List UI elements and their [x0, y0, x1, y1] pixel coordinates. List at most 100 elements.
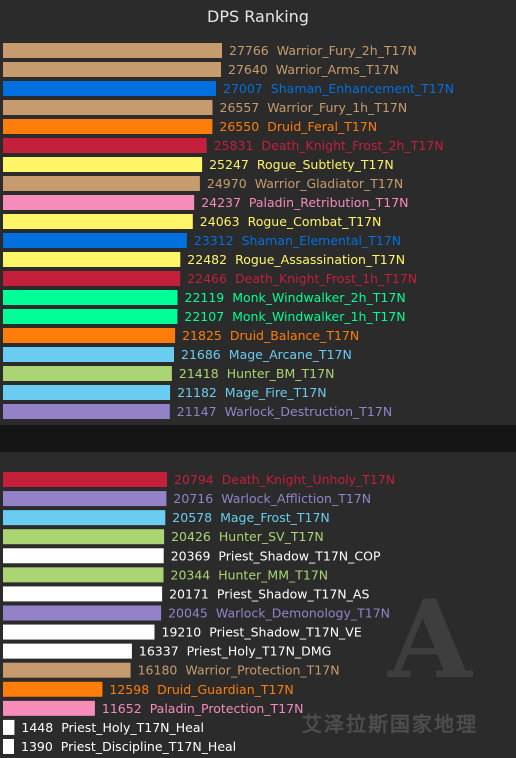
- bar-1-14: [3, 738, 14, 754]
- bar-0-1: [3, 62, 221, 77]
- bar-1-1: [3, 491, 167, 507]
- bar-value-label-1-4: 20369: [171, 548, 211, 563]
- bar-1-13: [3, 719, 15, 735]
- bar-0-8: [3, 195, 195, 210]
- bar-value-label-1-12: 11652: [102, 701, 142, 716]
- bar-0-6: [3, 157, 203, 172]
- bar-1-6: [3, 586, 163, 602]
- bar-category-label-0-19: Warlock_Destruction_T17N: [225, 404, 393, 419]
- bar-category-label-1-8: Priest_Shadow_T17N_VE: [209, 625, 362, 640]
- bar-category-label-0-0: Warrior_Fury_2h_T17N: [277, 43, 417, 58]
- chart-title: DPS Ranking: [207, 7, 309, 26]
- bar-0-2: [3, 81, 216, 96]
- bar-value-label-0-4: 26550: [219, 119, 259, 134]
- bar-0-12: [3, 271, 181, 286]
- bar-category-label-0-7: Warrior_Gladiator_T17N: [255, 176, 404, 191]
- bar-value-label-1-2: 20578: [172, 510, 212, 525]
- bar-1-3: [3, 529, 165, 545]
- bar-0-3: [3, 100, 213, 115]
- bar-1-0: [3, 472, 167, 487]
- bar-category-label-0-14: Monk_Windwalker_1h_T17N: [232, 309, 406, 324]
- bar-value-label-0-15: 21825: [182, 328, 222, 343]
- bar-category-label-0-11: Rogue_Assassination_T17N: [235, 252, 405, 267]
- bar-category-label-0-6: Rogue_Subtlety_T17N: [257, 157, 394, 172]
- bar-category-label-0-3: Warrior_Fury_1h_T17N: [267, 100, 407, 115]
- bar-1-5: [3, 567, 164, 583]
- bar-0-18: [3, 385, 171, 400]
- bar-value-label-1-3: 20426: [171, 529, 211, 544]
- bar-0-16: [3, 347, 174, 362]
- bar-category-label-0-13: Monk_Windwalker_2h_T17N: [232, 290, 406, 305]
- bar-category-label-1-6: Priest_Shadow_T17N_AS: [217, 586, 370, 601]
- bar-value-label-0-7: 24970: [207, 176, 247, 191]
- bar-0-7: [3, 176, 200, 191]
- bar-category-label-1-12: Paladin_Protection_T17N: [150, 701, 304, 716]
- bar-category-label-1-9: Priest_Holy_T17N_DMG: [187, 644, 332, 659]
- bar-value-label-0-6: 25247: [209, 157, 249, 172]
- bar-category-label-0-12: Death_Knight_Frost_1h_T17N: [235, 271, 417, 286]
- bar-category-label-1-7: Warlock_Demonology_T17N: [216, 606, 390, 621]
- bar-1-9: [3, 643, 132, 659]
- bar-0-9: [3, 214, 193, 229]
- bar-category-label-1-2: Mage_Frost_T17N: [220, 510, 330, 525]
- bar-category-label-1-13: Priest_Holy_T17N_Heal: [61, 720, 204, 735]
- bar-value-label-0-2: 27007: [223, 81, 263, 96]
- bar-category-label-1-1: Warlock_Affliction_T17N: [221, 491, 371, 506]
- bar-category-label-0-17: Hunter_BM_T17N: [227, 366, 335, 381]
- bar-value-label-0-18: 21182: [177, 385, 217, 400]
- bar-0-15: [3, 328, 176, 343]
- bar-0-17: [3, 366, 172, 381]
- bar-0-0: [3, 43, 222, 58]
- bar-value-label-1-13: 1448: [21, 720, 53, 735]
- bar-1-4: [3, 548, 164, 564]
- bar-category-label-1-3: Hunter_SV_T17N: [219, 529, 324, 544]
- bar-value-label-1-8: 19210: [162, 625, 202, 640]
- watermark-logo: A: [388, 577, 472, 703]
- bar-0-10: [3, 233, 187, 248]
- bar-category-label-0-10: Shaman_Elemental_T17N: [242, 233, 402, 248]
- bar-value-label-0-14: 22107: [184, 309, 224, 324]
- bar-value-label-1-14: 1390: [21, 739, 53, 754]
- bar-category-label-0-15: Druid_Balance_T17N: [230, 328, 359, 343]
- bar-value-label-0-0: 27766: [229, 43, 269, 58]
- bar-category-label-1-11: Druid_Guardian_T17N: [157, 682, 294, 697]
- bar-category-label-1-0: Death_Knight_Unholy_T17N: [222, 472, 395, 487]
- bar-category-label-0-16: Mage_Arcane_T17N: [229, 347, 352, 362]
- bar-value-label-1-0: 20794: [174, 472, 214, 487]
- bar-1-10: [3, 662, 131, 678]
- bar-value-label-1-11: 12598: [109, 682, 149, 697]
- bar-category-label-0-4: Druid_Feral_T17N: [267, 119, 377, 134]
- bar-value-label-0-10: 23312: [194, 233, 234, 248]
- bar-0-19: [3, 404, 170, 419]
- bar-1-2: [3, 510, 166, 526]
- bar-0-5: [3, 138, 207, 153]
- bar-value-label-0-8: 24237: [201, 195, 241, 210]
- bar-value-label-0-9: 24063: [200, 214, 240, 229]
- bar-1-7: [3, 605, 162, 621]
- bar-category-label-1-10: Warrior_Protection_T17N: [185, 663, 339, 678]
- bar-value-label-1-9: 16337: [139, 644, 179, 659]
- bar-1-12: [3, 700, 95, 716]
- bar-1-8: [3, 624, 155, 640]
- bar-category-label-0-8: Paladin_Retribution_T17N: [249, 195, 409, 210]
- bar-value-label-1-1: 20716: [173, 491, 213, 506]
- bar-category-label-0-5: Death_Knight_Frost_2h_T17N: [262, 138, 444, 153]
- bar-0-14: [3, 309, 178, 324]
- bar-1-11: [3, 681, 103, 697]
- bar-value-label-0-17: 21418: [179, 366, 219, 381]
- bar-category-label-1-4: Priest_Shadow_T17N_COP: [218, 548, 381, 563]
- bar-value-label-0-13: 22119: [185, 290, 225, 305]
- bar-value-label-0-19: 21147: [177, 404, 217, 419]
- bar-value-label-0-5: 25831: [214, 138, 254, 153]
- watermark-text: 艾泽拉斯国家地理: [302, 712, 478, 736]
- bar-0-13: [3, 290, 178, 305]
- bar-category-label-0-1: Warrior_Arms_T17N: [276, 62, 399, 77]
- bar-0-4: [3, 119, 213, 134]
- bar-category-label-1-14: Priest_Discipline_T17N_Heal: [61, 739, 236, 754]
- bar-category-label-0-2: Shaman_Enhancement_T17N: [271, 81, 454, 96]
- bar-value-label-1-10: 16180: [138, 663, 178, 678]
- bar-value-label-1-6: 20171: [169, 586, 209, 601]
- bar-category-label-0-18: Mage_Fire_T17N: [225, 385, 327, 400]
